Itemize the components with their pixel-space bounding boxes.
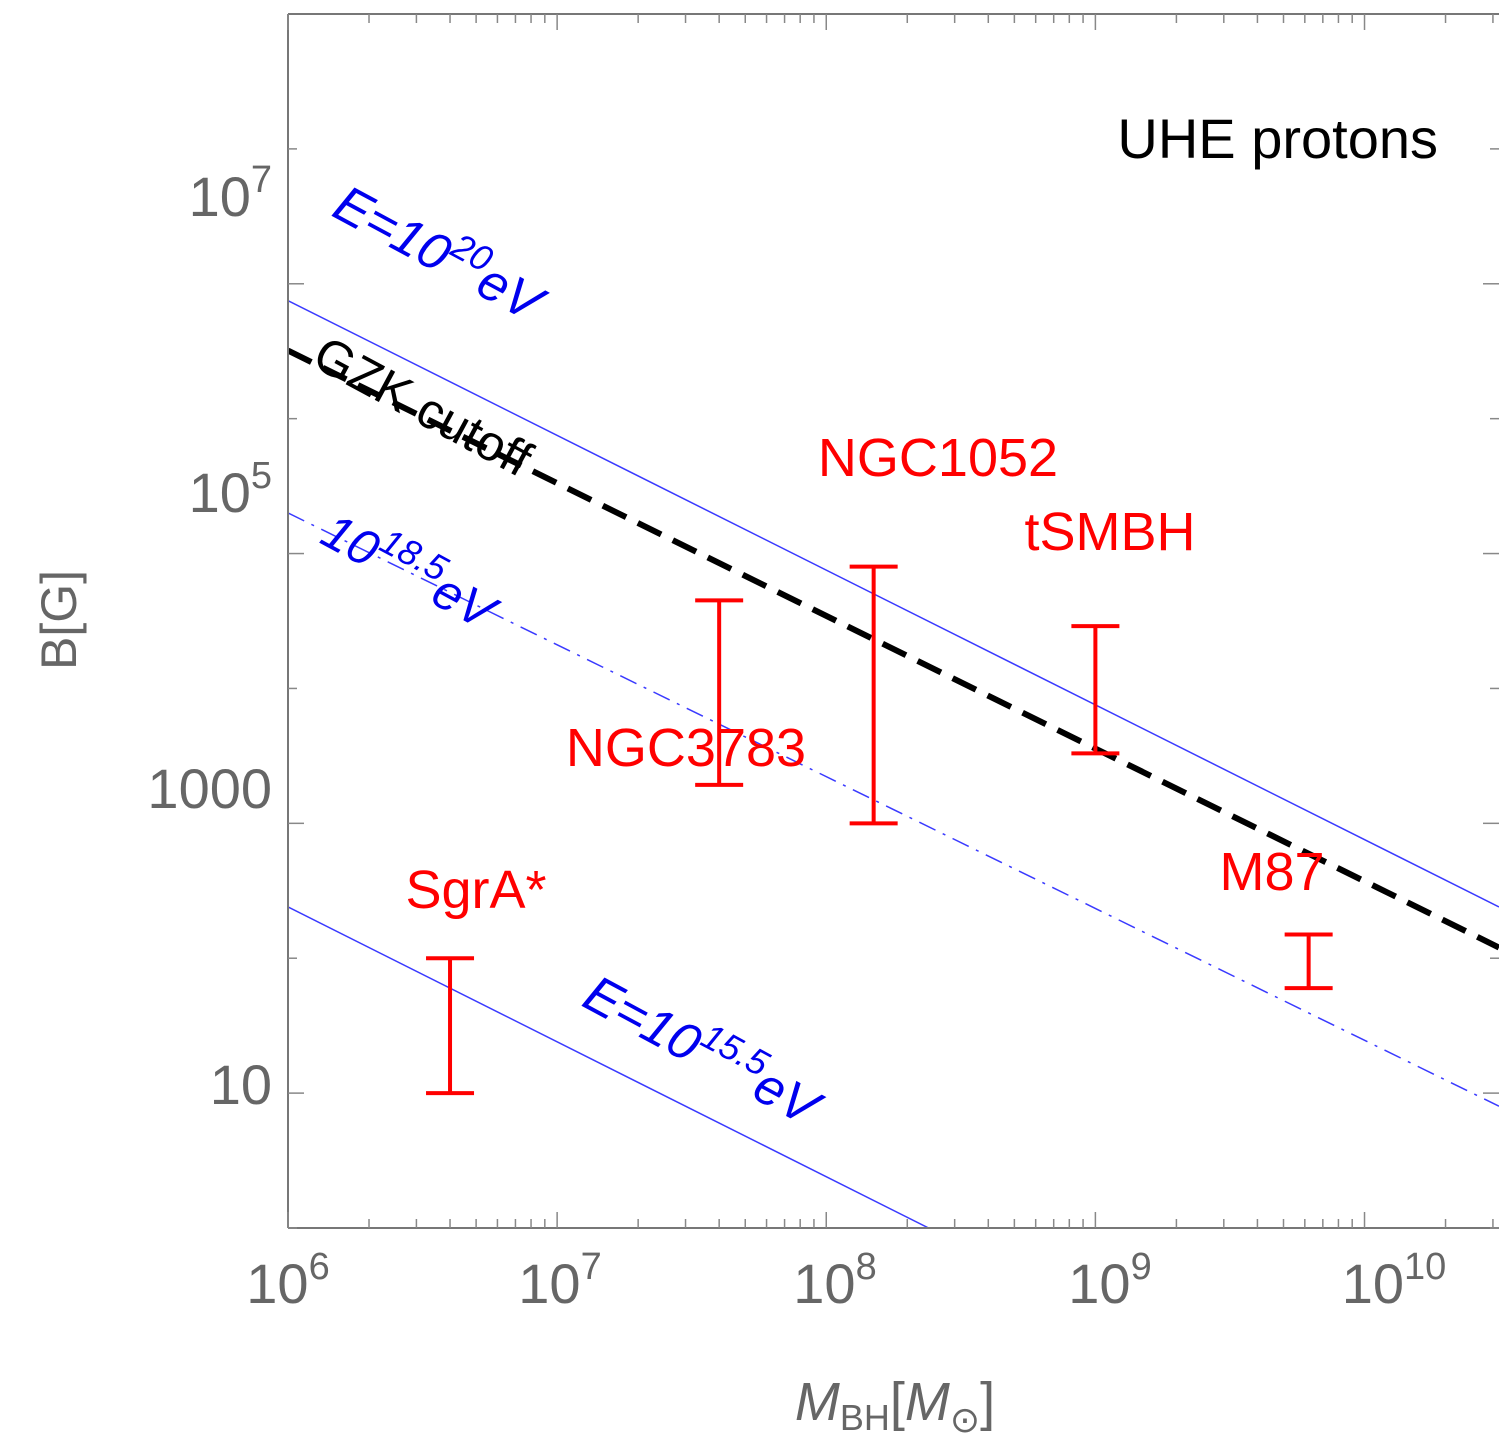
error-bar-label-ngc1052: NGC1052 (818, 428, 1058, 488)
x-tick-label: 107 (518, 1246, 601, 1315)
y-tick-label: 107 (189, 159, 272, 228)
x-tick-label: 108 (793, 1246, 876, 1315)
x-tick-labels: 106 107 108 109 1010 (246, 1246, 1446, 1315)
error-bar (849, 564, 898, 826)
y-tick-label: 105 (189, 455, 272, 524)
series-label-gzk: GZK cutoff (305, 325, 541, 487)
error-bar (1071, 624, 1120, 756)
error-bar-label-ngc3783: NGC3783 (566, 718, 806, 778)
series-line-1 (288, 347, 1499, 951)
plot-annotation: UHE protons (1117, 107, 1438, 170)
error-bar (426, 956, 475, 1096)
error-bar (1284, 932, 1333, 991)
series-label-e20: E=1020eV (324, 167, 559, 335)
series-line-0 (288, 299, 1499, 908)
y-tick-label: 1000 (147, 757, 272, 820)
error-bar-label-tsmbh: tSMBH (1024, 502, 1195, 562)
y-tick-labels: 10 1000 105 107 (147, 159, 272, 1116)
series-layer (288, 299, 1499, 1228)
tick-layer (287, 14, 1499, 1229)
error-bar (695, 598, 744, 787)
error-bar-layer (426, 564, 1333, 1096)
x-tick-label: 106 (246, 1246, 329, 1315)
y-axis-title: B[G] (31, 570, 87, 670)
x-tick-label: 1010 (1342, 1246, 1447, 1315)
plot-frame (287, 13, 1499, 1229)
series-label-e15-5: E=1015.5eV (574, 957, 835, 1140)
x-tick-label: 109 (1068, 1246, 1151, 1315)
series-label-e18-5: 1018.5eV (313, 494, 513, 643)
series-line-2 (288, 512, 1499, 1107)
error-bar-label-sgra: SgrA* (405, 860, 546, 920)
y-tick-label: 10 (210, 1053, 272, 1116)
error-bar-label-m87: M87 (1219, 842, 1324, 902)
series-line-3 (288, 906, 929, 1228)
x-axis-title: MBH[M⊙] (795, 1372, 995, 1439)
